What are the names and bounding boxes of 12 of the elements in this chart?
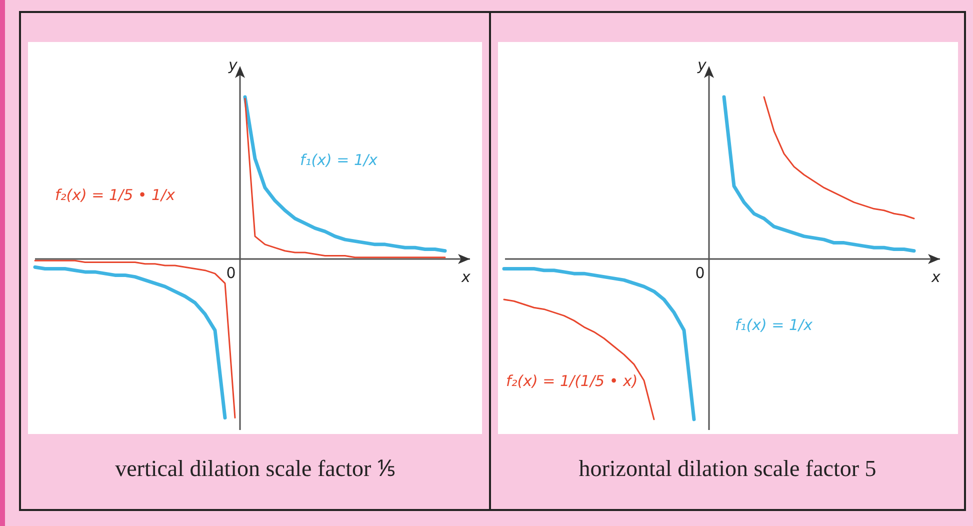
text: vertical dilation scale factor ⅕	[115, 456, 395, 481]
annotation: 0	[695, 264, 705, 282]
text: f₁(x) = 1/x	[300, 151, 378, 169]
y-axis-title: y	[228, 56, 239, 74]
text: f₂(x) = 1/5 • 1/x	[55, 186, 176, 204]
x-axis-title: x	[930, 268, 941, 286]
x-axis-title: x	[460, 268, 471, 286]
y-axis-title: y	[696, 56, 708, 74]
text: horizontal dilation scale factor 5	[578, 456, 876, 481]
series-label: f₂(x) = 1/(1/5 • x)	[506, 372, 638, 390]
text: f₁(x) = 1/x	[735, 316, 813, 334]
annotation: 0	[226, 264, 236, 282]
